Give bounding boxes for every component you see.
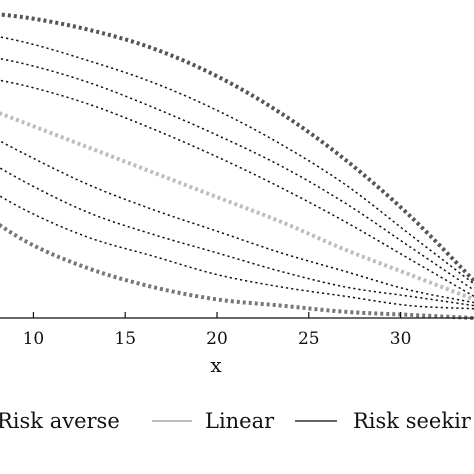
series-line-3 — [0, 57, 474, 291]
series-line-4 — [0, 79, 474, 297]
legend-label-linear: Linear — [205, 409, 275, 433]
series-line-8 — [0, 195, 474, 310]
series-line-7 — [0, 167, 474, 307]
x-tick-label: 20 — [206, 329, 228, 349]
x-tick-label: 30 — [390, 329, 412, 349]
series-line-5 — [0, 111, 474, 302]
legend-label-risk-seeking: Risk seekir — [353, 409, 472, 433]
legend-label-risk-averse: Risk averse — [0, 409, 120, 433]
series-line-9 — [0, 222, 474, 320]
x-tick-label: 10 — [23, 329, 45, 349]
legend: Risk averse Linear Risk seekir — [0, 409, 472, 433]
x-tick-label: 15 — [114, 329, 136, 349]
series-line-6 — [0, 140, 474, 304]
series-line-1 — [0, 12, 474, 283]
x-axis-label: x — [210, 353, 222, 377]
x-ticks: 10 15 20 25 30 — [23, 312, 412, 349]
plot-lines — [0, 12, 474, 320]
x-tick-label: 25 — [298, 329, 320, 349]
series-line-2 — [0, 36, 474, 285]
